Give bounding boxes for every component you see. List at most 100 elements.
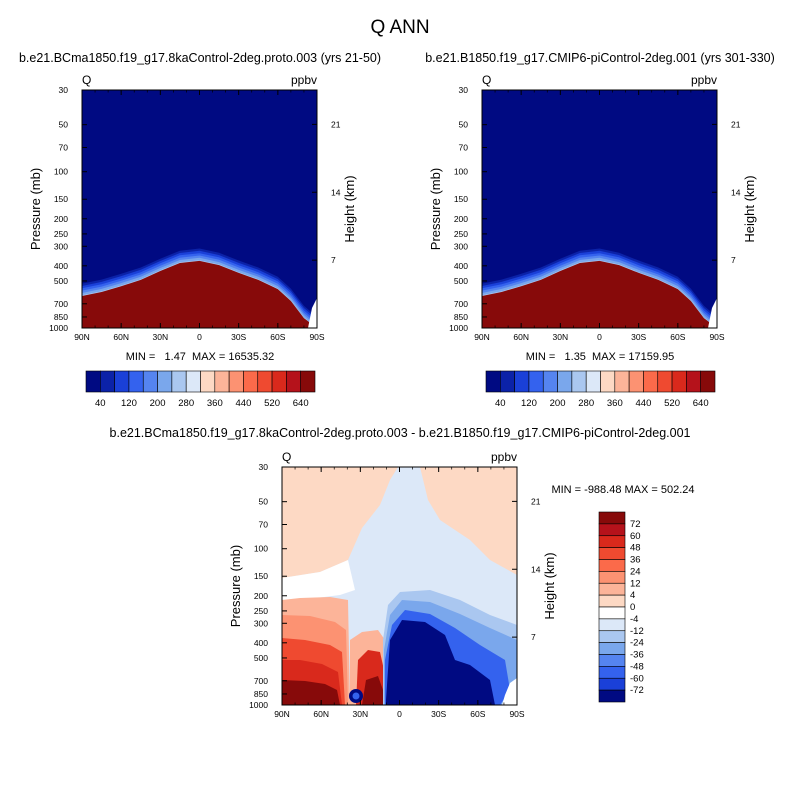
- panel-right-ylabel-right: Height (km): [742, 175, 757, 242]
- colorbar-box: [657, 370, 673, 393]
- height-tick-label: 14: [731, 187, 741, 197]
- colorbar-label: 40: [95, 398, 106, 409]
- diff-negative-max-region: [386, 620, 495, 705]
- colorbar-label: 40: [495, 398, 506, 409]
- y-tick-label: 500: [254, 653, 268, 663]
- colorbar-label: 200: [150, 398, 166, 409]
- panel-diff-variable: Q: [282, 450, 291, 464]
- y-tick-label: 300: [254, 618, 268, 628]
- colorbar-label: 440: [236, 398, 252, 409]
- x-tick-label: 30S: [431, 709, 446, 719]
- colorbar-box: [214, 370, 230, 393]
- y-tick-label: 300: [454, 241, 468, 251]
- colorbar-box: [598, 666, 626, 679]
- y-tick-label: 1000: [49, 323, 68, 333]
- colorbar-label: 280: [178, 398, 194, 409]
- colorbar-box: [598, 571, 626, 584]
- colorbar-box: [598, 594, 626, 608]
- y-tick-label: 400: [454, 261, 468, 271]
- colorbar-label: -12: [630, 626, 644, 637]
- y-tick-label: 700: [54, 299, 68, 309]
- y-tick-label: 100: [254, 544, 268, 554]
- colorbar-box: [686, 370, 701, 393]
- y-tick-label: 400: [254, 638, 268, 648]
- colorbar-box: [514, 370, 530, 393]
- colorbar-label: 360: [207, 398, 223, 409]
- colorbar-label: -24: [630, 638, 644, 649]
- colorbar-label: 12: [630, 578, 641, 589]
- colorbar-label: 360: [607, 398, 623, 409]
- colorbar-label: 200: [550, 398, 566, 409]
- panel-left-subtitle: b.e21.BCma1850.f19_g17.8kaControl-2deg.p…: [19, 51, 381, 65]
- colorbar-label: -48: [630, 661, 644, 672]
- colorbar-label: -60: [630, 673, 644, 684]
- y-tick-label: 50: [459, 120, 469, 130]
- colorbar-box: [128, 370, 144, 393]
- colorbar-box: [114, 370, 130, 393]
- panel-diff-ylabel: Pressure (mb): [228, 545, 243, 627]
- height-tick-label: 14: [531, 564, 541, 574]
- panel-left-ylabel-right: Height (km): [342, 175, 357, 242]
- colorbar-box: [257, 370, 273, 393]
- colorbar-label: 72: [630, 519, 641, 530]
- panel-diff-ylabel-right: Height (km): [542, 552, 557, 619]
- colorbar-label: 4: [630, 590, 635, 601]
- y-tick-label: 1000: [249, 700, 268, 710]
- colorbar-box: [585, 370, 601, 393]
- x-tick-label: 0: [597, 332, 602, 342]
- x-tick-label: 60S: [470, 709, 485, 719]
- x-tick-label: 0: [397, 709, 402, 719]
- panel-diff-stats: MIN = -988.48 MAX = 502.24: [551, 484, 694, 496]
- y-tick-label: 500: [54, 276, 68, 286]
- y-tick-label: 250: [54, 229, 68, 239]
- colorbar-box: [571, 370, 587, 393]
- x-tick-label: 30N: [553, 332, 569, 342]
- colorbar-box: [100, 370, 115, 393]
- colorbar-box: [286, 370, 301, 393]
- height-tick-label: 21: [731, 119, 741, 129]
- height-tick-label: 21: [531, 496, 541, 506]
- colorbar-box: [643, 370, 659, 393]
- y-tick-label: 850: [54, 312, 68, 322]
- x-tick-label: 30N: [353, 709, 369, 719]
- y-tick-label: 30: [459, 85, 469, 95]
- x-tick-label: 60N: [113, 332, 129, 342]
- colorbar-box: [671, 370, 687, 393]
- y-tick-label: 70: [459, 143, 469, 153]
- panel-right-field: [482, 90, 717, 328]
- x-tick-label: 60S: [270, 332, 285, 342]
- colorbar-box: [243, 370, 259, 393]
- y-tick-label: 100: [54, 167, 68, 177]
- colorbar-box: [185, 370, 201, 393]
- panel-right-subtitle: b.e21.B1850.f19_g17.CMIP6-piControl-2deg…: [425, 51, 775, 65]
- x-tick-label: 60N: [313, 709, 329, 719]
- colorbar-box: [485, 370, 501, 393]
- panel-left-missing-region: [308, 298, 317, 328]
- colorbar-box: [598, 511, 626, 525]
- colorbar-box: [598, 642, 626, 655]
- colorbar-label: 280: [578, 398, 594, 409]
- colorbar-label: -36: [630, 650, 644, 661]
- height-tick-label: 14: [331, 187, 341, 197]
- panel-diff: b.e21.BCma1850.f19_g17.8kaControl-2deg.p…: [110, 426, 695, 719]
- colorbar-label: -72: [630, 685, 644, 696]
- x-tick-label: 30S: [231, 332, 246, 342]
- height-tick-label: 7: [531, 632, 536, 642]
- y-tick-label: 1000: [449, 323, 468, 333]
- panel-left-variable: Q: [82, 73, 91, 87]
- colorbar-label: 120: [521, 398, 537, 409]
- y-tick-label: 300: [54, 241, 68, 251]
- panel-left-ylabel: Pressure (mb): [28, 168, 43, 250]
- colorbar-box: [598, 630, 626, 643]
- panel-right-units: ppbv: [691, 73, 717, 87]
- colorbar-label: 24: [630, 566, 641, 577]
- y-tick-label: 150: [254, 571, 268, 581]
- colorbar-box: [200, 370, 216, 393]
- y-tick-label: 700: [454, 299, 468, 309]
- panel-left-units: ppbv: [291, 73, 317, 87]
- colorbar-box: [528, 370, 544, 393]
- colorbar-box: [598, 582, 626, 596]
- colorbar-label: -4: [630, 614, 638, 625]
- x-tick-label: 90S: [509, 709, 524, 719]
